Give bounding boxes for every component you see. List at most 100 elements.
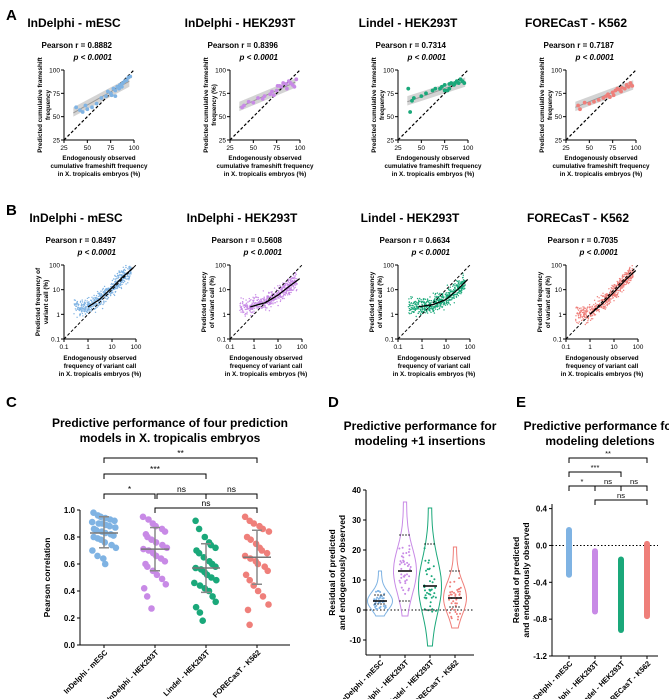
panel-label-c: C xyxy=(6,394,17,411)
data-point xyxy=(73,303,76,305)
data-point xyxy=(443,309,445,311)
data-point xyxy=(444,293,447,296)
data-point xyxy=(617,292,619,294)
data-point xyxy=(585,322,588,324)
data-point xyxy=(270,300,273,302)
data-point xyxy=(106,289,108,291)
data-point xyxy=(249,311,252,313)
data-point xyxy=(451,296,453,299)
data-point xyxy=(632,275,634,278)
data-point xyxy=(247,536,254,543)
data-point xyxy=(576,321,578,324)
data-point xyxy=(621,277,623,279)
data-point xyxy=(114,291,117,293)
data-point xyxy=(455,293,457,296)
data-point xyxy=(596,97,601,102)
data-point xyxy=(120,284,122,286)
data-point xyxy=(593,299,596,301)
data-point xyxy=(116,286,119,288)
data-point xyxy=(434,297,436,299)
data-point xyxy=(284,286,286,289)
data-point xyxy=(116,276,118,278)
data-point xyxy=(619,289,621,292)
data-point xyxy=(208,574,215,581)
data-point xyxy=(453,293,455,296)
data-point xyxy=(429,601,432,604)
y-axis-label: of variant call (%) xyxy=(545,276,552,328)
data-point xyxy=(456,589,459,591)
data-point xyxy=(294,284,297,286)
data-point xyxy=(246,307,248,309)
data-point xyxy=(107,288,109,291)
data-point xyxy=(112,544,120,552)
data-point xyxy=(239,309,241,312)
data-point xyxy=(95,298,97,300)
data-point xyxy=(459,612,462,615)
data-point xyxy=(454,602,457,605)
y-tick-label: 0 xyxy=(357,606,362,615)
data-point xyxy=(163,544,171,552)
data-point xyxy=(283,292,285,294)
y-tick-label: 1 xyxy=(558,312,562,319)
data-point xyxy=(402,552,405,555)
data-point xyxy=(270,291,272,293)
data-point xyxy=(293,287,295,289)
y-tick-label: 1.0 xyxy=(64,506,76,515)
data-point xyxy=(586,307,589,309)
data-point xyxy=(86,306,88,308)
data-point xyxy=(421,303,423,306)
data-point xyxy=(454,594,457,597)
fit-line xyxy=(407,80,466,103)
data-point xyxy=(400,567,403,570)
data-point xyxy=(462,81,467,85)
data-point xyxy=(294,77,299,82)
data-point xyxy=(213,576,220,584)
data-point xyxy=(430,596,433,599)
y-tick-label: 0.6 xyxy=(64,560,76,569)
data-point xyxy=(276,293,278,295)
y-axis-label: frequency xyxy=(379,89,386,120)
x-tick-label: 50 xyxy=(250,145,258,152)
data-point xyxy=(429,296,431,298)
data-point xyxy=(619,89,623,94)
data-point xyxy=(212,563,219,570)
data-point xyxy=(242,311,244,314)
data-point xyxy=(419,311,421,313)
data-point xyxy=(578,107,582,112)
data-point xyxy=(105,300,107,303)
data-point xyxy=(419,300,421,303)
data-point xyxy=(79,307,82,309)
x-axis-label: Endogenously observed xyxy=(229,355,302,362)
data-point xyxy=(290,282,292,284)
data-point xyxy=(609,291,611,294)
y-axis-label: Predicted cumulative frameshift xyxy=(203,56,210,152)
data-point xyxy=(592,314,594,316)
data-point xyxy=(104,291,107,293)
data-point xyxy=(284,282,286,284)
x-tick-label: InDelphi - mESC xyxy=(62,648,110,696)
panel-b: InDelphi - mESC Pearson r = 0.8497 p < 0.0… xyxy=(29,211,643,378)
data-point xyxy=(93,294,95,297)
data-point xyxy=(85,307,87,310)
data-point xyxy=(274,302,276,304)
data-point xyxy=(80,110,85,114)
data-point xyxy=(584,323,586,326)
data-point xyxy=(439,292,441,295)
data-point xyxy=(268,92,273,97)
significance-bracket xyxy=(205,493,258,499)
x-tick-label: 100 xyxy=(631,145,642,152)
data-point xyxy=(73,299,76,301)
data-point xyxy=(287,294,289,296)
data-point xyxy=(292,286,295,288)
data-point xyxy=(445,294,447,297)
data-point xyxy=(424,312,426,314)
data-point xyxy=(289,291,291,294)
significance-label: *** xyxy=(591,463,600,472)
data-point xyxy=(93,297,95,299)
fit-curve xyxy=(87,266,135,308)
data-point xyxy=(622,86,627,91)
data-point xyxy=(279,295,281,297)
x-axis-label: in X. tropicalis embryos (%) xyxy=(59,371,142,378)
data-point xyxy=(432,565,435,568)
data-point xyxy=(98,292,100,294)
